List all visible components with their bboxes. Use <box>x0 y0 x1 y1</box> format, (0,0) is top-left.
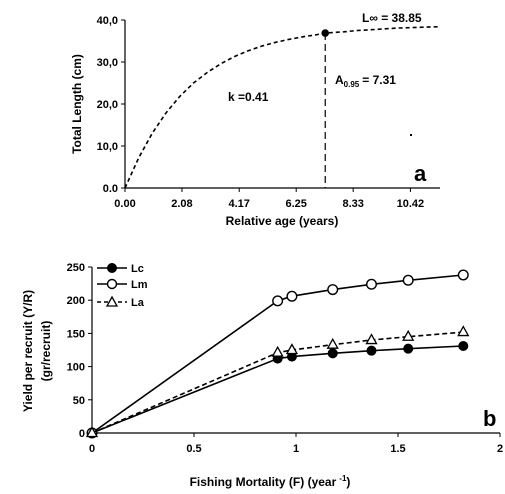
b-x-axis-title: Fishing Mortality (F) (year -1) <box>190 474 351 489</box>
b-tick-labels: 0 0.5 1 1.5 2 0 50 100 150 200 250 <box>67 262 503 455</box>
a-stray-dot <box>410 134 412 136</box>
a-y-tick-label: 10,0 <box>97 141 118 153</box>
point-la <box>402 329 415 341</box>
k-annotation: k =0.41 <box>228 90 269 104</box>
b-panel-letter: b <box>483 406 496 431</box>
panel-b: 0 0.5 1 1.5 2 0 50 100 150 200 250 Lc Lm La Fishin… <box>21 262 503 489</box>
a-ticks <box>121 19 411 192</box>
b-y-tick-label: 150 <box>67 328 85 340</box>
a-y-tick-label: 20,0 <box>97 99 118 111</box>
legend-label-lm: Lm <box>131 279 148 291</box>
b-y-tick-label: 0 <box>79 428 85 440</box>
legend-label-lc: Lc <box>131 263 144 275</box>
b-y-tick-label: 50 <box>73 395 85 407</box>
panel-a: 0.00 2.08 4.17 6.25 8.33 10.42 0.0 10,0 20,0 30,0… <box>70 11 441 228</box>
legend-marker-la <box>105 295 119 307</box>
point-lm <box>365 278 377 290</box>
a-x-axis-title: Relative age (years) <box>226 214 339 228</box>
point-lc <box>327 348 338 359</box>
a-tick-labels: 0.00 2.08 4.17 6.25 8.33 10.42 0.0 10,0 20,0 30,0… <box>97 15 425 210</box>
point-lc <box>458 341 469 352</box>
point-la <box>365 333 378 345</box>
legend-marker-lm <box>106 278 118 290</box>
point-lc <box>403 343 414 354</box>
a-age-marker-point <box>321 29 330 37</box>
point-lm <box>286 290 298 302</box>
point-la <box>326 337 339 349</box>
b-x-tick-label: 1.5 <box>390 443 405 455</box>
a-x-tick-label: 2.08 <box>171 198 192 210</box>
point-lm <box>457 269 469 281</box>
b-x-tick-label: 2 <box>497 443 503 455</box>
a-y-tick-label: 40,0 <box>97 15 118 27</box>
point-lc <box>366 345 377 356</box>
point-lm <box>327 284 339 296</box>
b-y-axis-title-line1: Yield per recruit (Y/R) <box>21 290 35 412</box>
a-x-tick-label: 8.33 <box>342 198 363 210</box>
a-x-tick-label: 0.00 <box>114 198 135 210</box>
b-y-tick-label: 100 <box>67 362 85 374</box>
a95-annotation: A0.95 = 7.31 <box>335 73 396 89</box>
a-x-tick-label: 10.42 <box>397 198 425 210</box>
a-y-tick-label: 30,0 <box>97 57 118 69</box>
b-y-tick-label: 200 <box>67 295 85 307</box>
a-x-tick-label: 4.17 <box>229 198 250 210</box>
legend-marker-lc <box>107 263 117 273</box>
a-x-tick-label: 6.25 <box>285 198 306 210</box>
b-y-axis-title-line2: (gr/recruit) <box>39 321 53 382</box>
b-x-tick-label: 0.5 <box>186 443 201 455</box>
b-legend: Lc Lm La <box>97 263 148 309</box>
point-lm <box>272 295 284 307</box>
point-la <box>285 343 299 355</box>
point-lm <box>402 274 414 286</box>
b-x-tick-label: 0 <box>89 443 95 455</box>
a-panel-letter: a <box>414 161 427 186</box>
a-y-axis-title: Total Length (cm) <box>70 54 84 154</box>
a-growth-curve <box>124 25 441 189</box>
a-y-tick-label: 0.0 <box>103 183 118 195</box>
point-la <box>457 325 470 337</box>
linf-annotation: L∞ = 38.85 <box>362 11 422 25</box>
legend-label-la: La <box>131 297 145 309</box>
point-la <box>271 345 284 357</box>
b-y-tick-label: 250 <box>67 262 85 274</box>
point-la <box>85 426 99 438</box>
b-x-tick-label: 1 <box>293 443 299 455</box>
b-series <box>85 269 470 439</box>
